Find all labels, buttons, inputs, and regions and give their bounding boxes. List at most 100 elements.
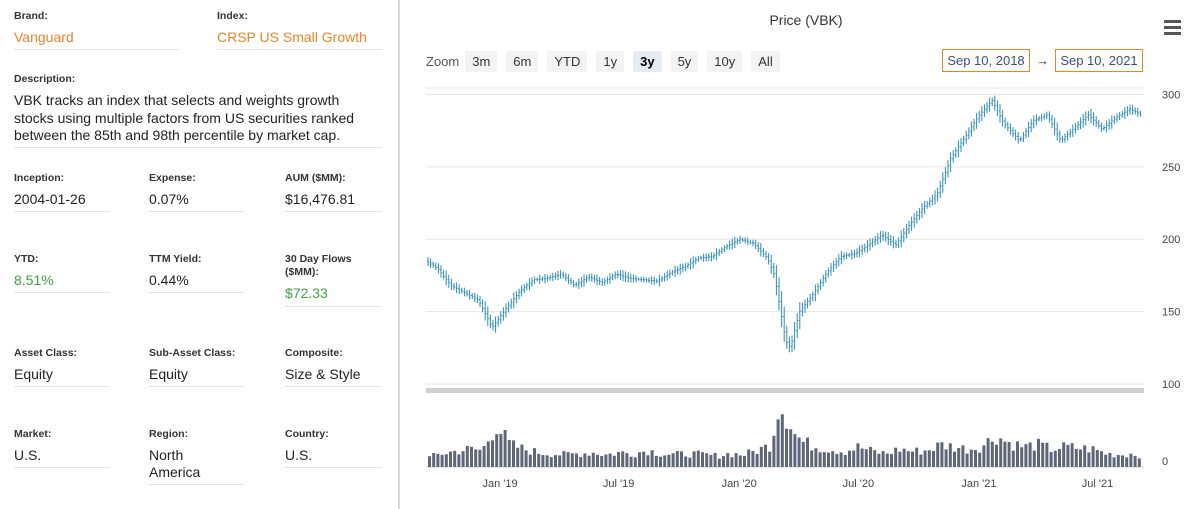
volume-bar — [629, 456, 633, 467]
volume-bar — [541, 455, 545, 467]
volume-bar — [936, 442, 940, 467]
zoom-5y-button[interactable]: 5y — [670, 50, 699, 72]
volume-bar — [1104, 454, 1108, 467]
volume-bar — [1137, 458, 1141, 467]
y-tick-label: 100 — [1162, 379, 1180, 391]
volume-bar — [1016, 441, 1019, 467]
asset-class-label: Asset Class: — [14, 347, 78, 359]
sub-asset-class-label: Sub-Asset Class: — [149, 347, 236, 359]
volume-bar — [734, 453, 738, 467]
ttm-yield-field: TTM Yield: 0.44% — [149, 253, 245, 293]
volume-bar — [671, 453, 675, 467]
divider — [285, 467, 382, 468]
volume-bar — [507, 440, 511, 467]
hamburger-menu-icon[interactable] — [1162, 19, 1182, 35]
volume-bar — [478, 449, 482, 467]
volume-bar — [583, 453, 587, 467]
zoom-6m-button[interactable]: 6m — [506, 50, 539, 72]
volume-bar — [1116, 454, 1120, 467]
volume-bar — [621, 451, 625, 467]
range-from-input[interactable] — [942, 48, 1030, 72]
zoom-10y-button[interactable]: 10y — [707, 50, 743, 72]
volume-bar — [646, 455, 650, 467]
volume-bar — [1003, 441, 1007, 467]
navigator-band — [426, 388, 1144, 393]
volume-bar — [1112, 457, 1116, 467]
chart-title: Price (VBK) — [769, 12, 843, 28]
sub-asset-class-value: Equity — [149, 366, 188, 382]
y-tick-label: 300 — [1162, 89, 1180, 101]
volume-bar — [785, 428, 788, 467]
divider — [217, 49, 382, 50]
volume-bar — [776, 419, 780, 467]
description-label: Description: — [14, 73, 76, 85]
brand-label: Brand: — [14, 10, 48, 22]
volume-bar — [1108, 452, 1112, 467]
volume-bar — [663, 455, 667, 467]
brand-value[interactable]: Vanguard — [14, 29, 74, 45]
volume-bar — [990, 441, 994, 467]
volume-bar — [457, 454, 461, 467]
volume-bar — [524, 450, 528, 467]
volume-bar — [675, 451, 679, 467]
volume-bar — [1079, 449, 1082, 467]
price-chart[interactable]: 100 150 200 250 300 0 Jan '19 Jul '19 Jan '20 Jul… — [402, 0, 1200, 509]
volume-bar — [890, 454, 893, 467]
volume-bar — [940, 442, 944, 467]
volume-bar — [701, 452, 704, 467]
volume-bar — [604, 454, 608, 467]
region-label: Region: — [149, 428, 189, 440]
volume-bar — [696, 450, 700, 467]
volume-bar — [638, 452, 641, 467]
asset-class-value: Equity — [14, 366, 53, 382]
volume-bar — [1020, 447, 1024, 467]
volume-bar — [898, 451, 902, 467]
volume-bar — [587, 455, 591, 467]
volume-bar — [545, 455, 549, 467]
divider — [149, 484, 245, 485]
volume-bar — [726, 453, 730, 467]
divider — [14, 49, 179, 50]
zoom-3y-button[interactable]: 3y — [633, 50, 662, 72]
sub-asset-class-field: Sub-Asset Class: Equity — [149, 347, 245, 387]
volume-bar — [625, 453, 629, 467]
volume-bar — [499, 433, 503, 467]
volume-bar — [432, 453, 436, 467]
divider — [285, 386, 382, 387]
volume-bar — [1125, 457, 1129, 467]
volume-bar — [1070, 443, 1074, 467]
volume-bar — [428, 456, 431, 467]
index-value[interactable]: CRSP US Small Growth — [217, 29, 367, 45]
volume-bar — [1011, 450, 1015, 467]
volume-bar — [1121, 455, 1124, 467]
ytd-field: YTD: 8.51% — [14, 253, 110, 293]
ytd-label: YTD: — [14, 253, 39, 265]
volume-bar — [537, 453, 541, 467]
volume-bar — [659, 456, 662, 467]
range-to-input[interactable] — [1055, 48, 1143, 72]
volume-bar — [999, 438, 1003, 467]
zoom-1y-button[interactable]: 1y — [596, 50, 625, 72]
volume-bar — [764, 444, 767, 467]
volume-bar — [919, 454, 923, 467]
x-tick-label: Jul '19 — [603, 478, 634, 490]
price-chart-panel: 100 150 200 250 300 0 Jan '19 Jul '19 Jan '20 Jul… — [402, 0, 1200, 509]
volume-bar — [927, 450, 931, 467]
zoom-ytd-button[interactable]: YTD — [547, 50, 588, 72]
x-tick-label: Jan '20 — [722, 478, 757, 490]
volume-bar — [495, 434, 499, 467]
volume-bar — [680, 451, 683, 467]
aum-label: AUM ($MM): — [285, 172, 346, 184]
volume-bar — [856, 443, 860, 467]
inception-label: Inception: — [14, 172, 65, 184]
x-tick-label: Jan '19 — [482, 478, 517, 490]
zoom-all-button[interactable]: All — [751, 50, 780, 72]
range-arrow: → — [1036, 52, 1049, 68]
x-tick-label: Jan '21 — [961, 478, 996, 490]
volume-bar — [717, 458, 721, 467]
volume-bar — [915, 447, 919, 467]
zoom-3m-button[interactable]: 3m — [465, 50, 498, 72]
volume-bar — [797, 437, 801, 467]
volume-bar — [579, 457, 583, 467]
volume-bar — [1007, 442, 1011, 467]
